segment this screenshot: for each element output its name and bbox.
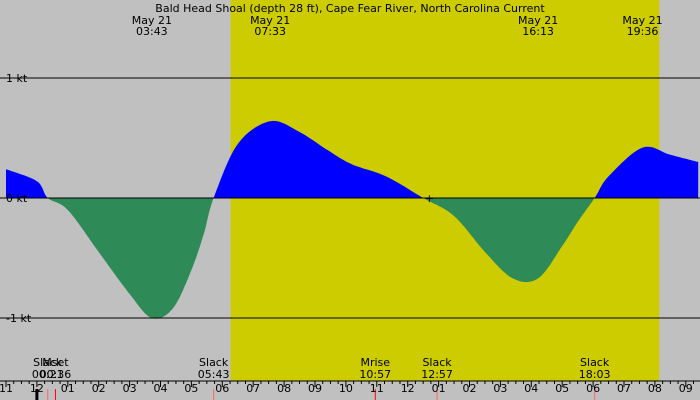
- event-time-label: 05:43: [198, 368, 230, 381]
- hour-tick-label: 09: [679, 382, 693, 395]
- hour-tick-label: 03: [123, 382, 137, 395]
- event-time-label: 03:43: [136, 25, 168, 38]
- event-type-label: Mrise: [360, 356, 390, 369]
- event-date-label: May 21: [622, 14, 662, 27]
- ebb-current-area: [47, 198, 214, 319]
- hour-tick-label: 08: [277, 382, 291, 395]
- hour-tick-label: 11: [0, 382, 13, 395]
- hour-tick-label: 12: [401, 382, 415, 395]
- event-type-label: Slack: [199, 356, 229, 369]
- event-time-label: 16:13: [522, 25, 554, 38]
- event-type-label: Mset: [42, 356, 69, 369]
- hour-tick-label: 04: [154, 382, 168, 395]
- event-type-label: Slack: [422, 356, 452, 369]
- hour-tick-label: 02: [463, 382, 477, 395]
- hour-tick-label: 09: [308, 382, 322, 395]
- flood-current-area: [594, 146, 699, 198]
- time-axis: 11 12 01 02 03 04 05 06 07 08 09 10 11 12 01 02 03 04 05 06…: [0, 380, 700, 400]
- hour-tick-label: 02: [92, 382, 106, 395]
- chart-title: Bald Head Shoal (depth 28 ft), Cape Fear…: [155, 2, 545, 15]
- event-time-label: 10:57: [359, 368, 391, 381]
- event-time-label: 07:33: [254, 25, 286, 38]
- hour-tick-label: 07: [617, 382, 631, 395]
- event-date-label: May 21: [250, 14, 290, 27]
- hour-tick-label: 06: [586, 382, 600, 395]
- speed-gridlines: 1 kt 0 kt -1 kt +: [0, 72, 700, 325]
- speed-tick-label: -1 kt: [6, 312, 32, 325]
- current-areas: [6, 120, 699, 319]
- event-type-label: Slack: [580, 356, 610, 369]
- flood-current-area: [6, 169, 48, 198]
- hour-tick-label: 07: [246, 382, 260, 395]
- event-time-label: 18:03: [579, 368, 611, 381]
- speed-tick-label: 0 kt: [6, 192, 28, 205]
- hour-tick-label: 04: [524, 382, 538, 395]
- hour-tick-label: 10: [339, 382, 353, 395]
- hour-tick-label: 05: [184, 382, 198, 395]
- hour-tick-label: 06: [215, 382, 229, 395]
- ebb-current-area: [423, 198, 595, 283]
- hour-tick-label: 01: [432, 382, 446, 395]
- current-time-marker: +: [425, 192, 434, 205]
- hour-tick-label: 11: [370, 382, 384, 395]
- flood-current-area: [213, 120, 424, 198]
- event-date-label: May 21: [518, 14, 558, 27]
- event-time-label: 12:57: [421, 368, 453, 381]
- hour-tick-label: 08: [648, 382, 662, 395]
- speed-tick-label: 1 kt: [6, 72, 28, 85]
- event-date-label: May 21: [132, 14, 172, 27]
- event-type-label: Slack: [33, 356, 63, 369]
- event-time-label: 19:36: [627, 25, 659, 38]
- hour-tick-label: 01: [61, 382, 75, 395]
- hour-tick-label: 05: [555, 382, 569, 395]
- event-time-label: 00:36: [40, 368, 72, 381]
- event-time-label: 00:21: [32, 368, 64, 381]
- hour-tick-label: 03: [493, 382, 507, 395]
- hour-tick-label: 12: [30, 382, 44, 395]
